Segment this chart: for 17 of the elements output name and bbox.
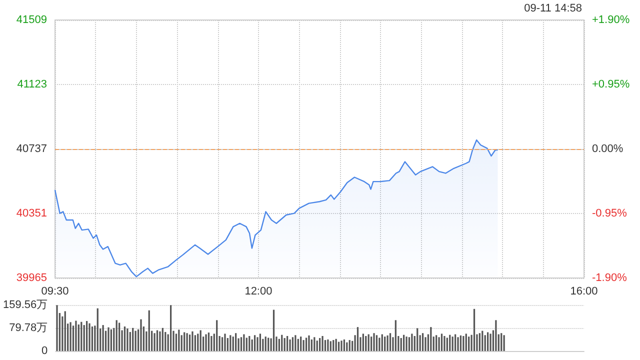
y-tick-label: 40351 <box>16 208 47 220</box>
y-tick-label: 41123 <box>17 78 47 90</box>
x-tick-label: 16:00 <box>570 286 598 298</box>
y-tick-label: 40737 <box>16 143 47 155</box>
y2-tick-label: -1.90% <box>592 272 628 284</box>
y2-tick-label: +1.90% <box>592 14 630 26</box>
y2-tick-label: -0.95% <box>592 208 628 220</box>
y-tick-label: 41509 <box>16 14 47 26</box>
x-tick-label: 09:30 <box>41 286 69 298</box>
y2-tick-label: 0.00% <box>592 143 624 155</box>
x-tick-label: 12:00 <box>244 286 272 298</box>
y-tick-label: 159.56万 <box>2 299 48 311</box>
y2-tick-label: +0.95% <box>592 78 630 90</box>
y-tick-label: 39965 <box>16 272 47 284</box>
y-tick-label: 0 <box>42 345 48 357</box>
y-tick-label: 79.78万 <box>9 322 48 334</box>
text: 09-11 14:58 <box>524 2 582 14</box>
